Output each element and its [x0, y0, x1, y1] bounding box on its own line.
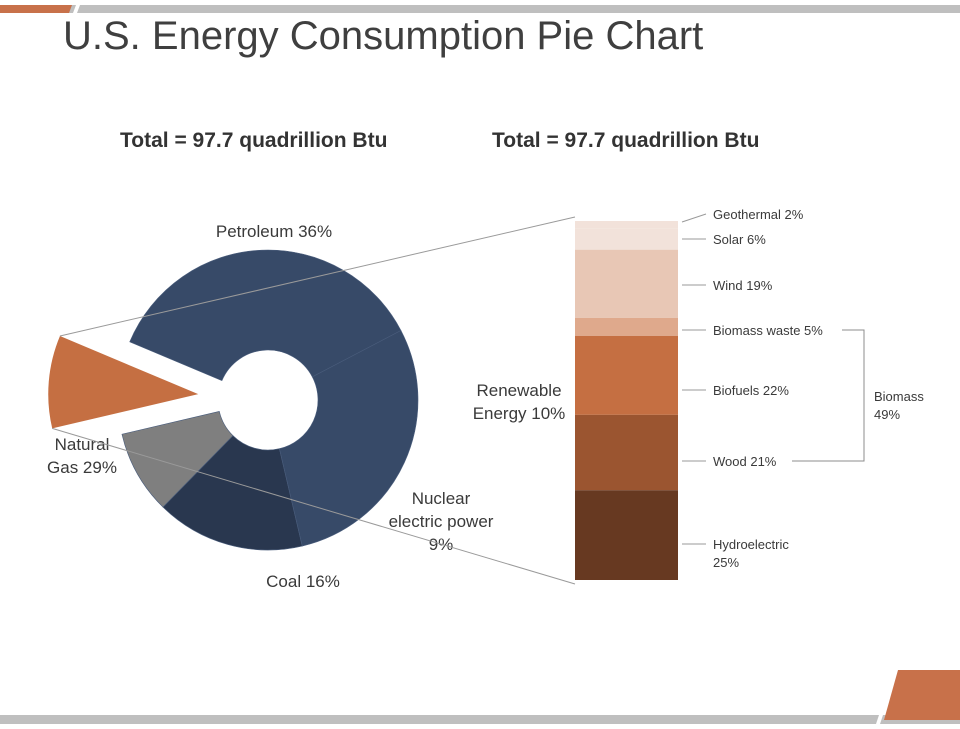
bar-segment-wood [575, 414, 678, 491]
bar-segment-wind [575, 249, 678, 318]
top-accent-graphic [0, 5, 960, 13]
bar-label-hydroelectric: Hydroelectric 25% [713, 537, 789, 570]
pie-slice-petroleum [129, 249, 402, 382]
pie-chart-title: Total = 97.7 quadrillion Btu [120, 129, 388, 152]
pie-label-coal: Coal 16% [266, 572, 340, 591]
bar-segment-biomass-waste [575, 317, 678, 336]
bar-segment-biofuels [575, 335, 678, 415]
pie-label-natural-gas: Natural Gas 29% [47, 435, 117, 477]
bar-segment-solar [575, 228, 678, 250]
bar-label-wood: Wood 21% [713, 454, 777, 469]
bar-label-wind: Wind 19% [713, 278, 773, 293]
top-accent-bar [0, 0, 960, 13]
connector-line-bottom [52, 427, 576, 585]
page-title: U.S. Energy Consumption Pie Chart [63, 14, 704, 58]
pie-slice-coal [162, 435, 303, 551]
bar-label-geothermal: Geothermal 2% [713, 207, 804, 222]
bar-label-solar: Solar 6% [713, 232, 766, 247]
bar-segment-hydroelectric [575, 490, 678, 580]
biomass-group-label: Biomass 49% [874, 389, 924, 422]
bottom-accent-bar [0, 711, 960, 724]
bar-chart-title: Total = 97.7 quadrillion Btu [492, 129, 760, 152]
bar-label-biofuels: Biofuels 22% [713, 383, 789, 398]
bar-label-biomass-waste: Biomass waste 5% [713, 323, 823, 338]
pie-slice-natural-gas [279, 330, 419, 547]
pie-label-renewable-energy: Renewable Energy 10% [473, 381, 566, 423]
bottom-right-accent [884, 670, 960, 720]
biomass-bracket [792, 329, 865, 462]
connector-line-top [59, 216, 576, 337]
pie-label-petroleum: Petroleum 36% [216, 222, 332, 241]
leader-geothermal [681, 213, 707, 223]
bar-segment-geothermal [575, 221, 678, 229]
pie-slice-renewable-energy [48, 336, 199, 429]
